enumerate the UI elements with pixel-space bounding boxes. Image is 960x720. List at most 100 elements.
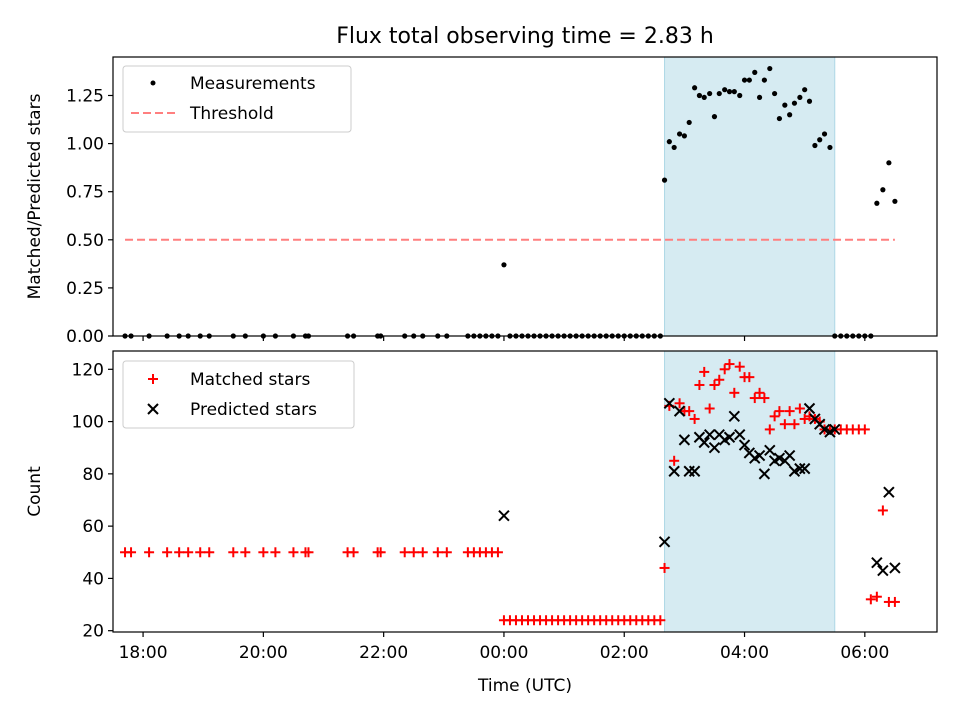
matched-star-point [859, 424, 870, 435]
matched-star-point [789, 419, 800, 430]
matched-star-point [865, 594, 876, 605]
matched-star-point [694, 379, 705, 390]
x-tick-label: 00:00 [479, 643, 528, 663]
measurement-point [756, 94, 763, 101]
matched-star-point [162, 547, 173, 558]
matched-star-point [877, 505, 888, 516]
legend-measurements-label: Measurements [190, 74, 316, 94]
predicted-star-point [703, 428, 716, 441]
predicted-star-point [889, 562, 901, 574]
legend-matched-marker [148, 374, 158, 384]
matched-star-point [709, 379, 720, 390]
count-y-axis-label: Count [25, 466, 45, 517]
measurement-point [791, 100, 798, 106]
matched-star-point [399, 547, 410, 558]
measurement-point [797, 94, 803, 101]
count-panel: 20 40 60 80 100 120 18:00 20:00 22:00 00:00 02:00… [25, 350, 938, 696]
matched-star-point [174, 547, 185, 558]
ratio-y-axis-label: Matched/Predicted stars [25, 93, 45, 299]
matched-star-point [183, 547, 194, 558]
matched-star-point [674, 398, 685, 409]
matched-star-point [204, 547, 215, 558]
predicted-star-point [673, 405, 686, 417]
measurement-point [707, 90, 713, 97]
measurement-point [731, 89, 737, 95]
measurement-point [746, 77, 752, 83]
measurement-point [892, 198, 898, 204]
measurement-point [737, 92, 743, 99]
x-tick-label: 22:00 [359, 643, 408, 663]
matched-star-point [754, 387, 765, 398]
x-tick-label: 20:00 [239, 643, 288, 663]
matched-star-point [228, 547, 239, 558]
measurement-point [666, 139, 672, 145]
matched-star-point [669, 455, 680, 466]
legend-measurements-marker [150, 80, 156, 86]
predicted-star-point [658, 536, 671, 548]
legend-predicted-x [147, 403, 159, 415]
ratio-panel: 0.00 0.25 0.50 0.75 1.00 1.25 Matched/Predict… [25, 56, 938, 347]
matched-star-point [769, 411, 780, 422]
chart-title: Flux total observing time = 2.83 h [336, 24, 714, 49]
matched-star-point [779, 419, 790, 430]
measurement-point [716, 90, 722, 97]
matched-star-point [684, 406, 695, 417]
ratio-legend-box [122, 65, 352, 133]
measurement-point [782, 102, 788, 108]
predicted-star-point [883, 486, 895, 498]
measurement-point [806, 98, 813, 104]
matched-star-point [655, 615, 666, 626]
predicted-star-point [794, 462, 806, 475]
y-tick-label: 0.25 [66, 279, 104, 299]
matched-star-point [704, 403, 715, 414]
matched-star-point [784, 406, 795, 417]
y-tick-label: 0.00 [66, 327, 104, 347]
legend-matched-label: Matched stars [190, 370, 310, 390]
measurement-point [676, 131, 683, 137]
predicted-star-point [708, 442, 721, 454]
count-panel-frame [112, 350, 938, 633]
measurement-point [812, 142, 818, 149]
matched-star-point [734, 361, 745, 372]
measurement-point [686, 119, 692, 126]
matched-star-point [375, 547, 386, 558]
predicted-star-point [871, 557, 883, 569]
matched-star-point [889, 596, 900, 607]
matched-star-point [417, 547, 428, 558]
matched-star-point [719, 364, 730, 375]
matched-star-point [144, 547, 155, 558]
matched-star-point [774, 406, 785, 417]
count-legend-box [122, 360, 355, 429]
y-tick-label: 1.25 [66, 86, 104, 106]
measurement-point [752, 69, 758, 75]
y-tick-label: 20 [82, 622, 104, 642]
predicted-star-point [877, 564, 889, 577]
y-tick-label: 0.75 [66, 183, 104, 203]
predicted-star-point [764, 444, 776, 457]
y-tick-label: 100 [72, 413, 104, 433]
matched-star-point [759, 393, 770, 404]
matched-star-point [348, 547, 359, 558]
measurement-point [802, 87, 808, 93]
matched-star-point [689, 413, 700, 424]
predicted-star-point [734, 428, 746, 441]
x-axis-label: Time (UTC) [477, 676, 572, 696]
predicted-star-point [783, 449, 796, 462]
y-tick-label: 0.50 [66, 231, 104, 251]
measurement-point [886, 160, 892, 166]
measurement-point [741, 77, 748, 83]
measurement-point [767, 65, 773, 72]
measurement-point [874, 200, 880, 206]
measurement-point [501, 262, 507, 268]
matched-star-point [195, 547, 206, 558]
legend-predicted-marker [147, 403, 159, 415]
predicted-star-point [723, 431, 736, 443]
observing-window-shade [664, 351, 835, 632]
measurement-point [761, 77, 767, 83]
y-tick-label: 40 [82, 569, 104, 589]
measurement-point [661, 177, 668, 183]
predicted-star-point [803, 402, 816, 415]
measurement-point [711, 114, 718, 120]
matched-star-point [270, 547, 281, 558]
